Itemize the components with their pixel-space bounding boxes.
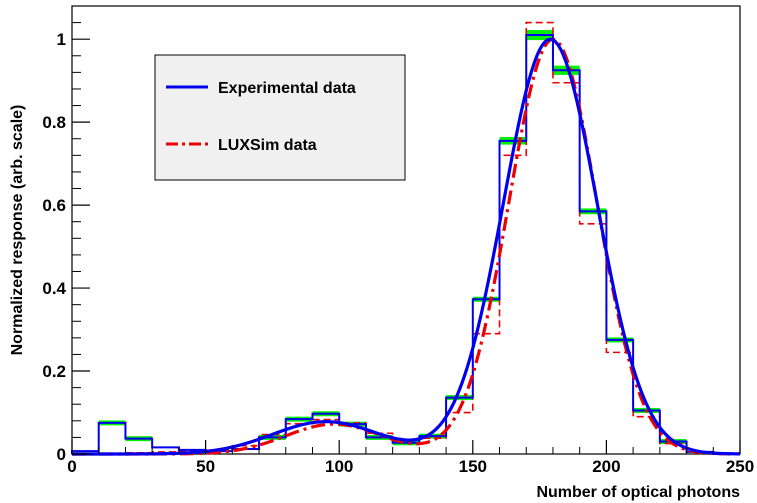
x-tick-label: 50 <box>196 457 215 476</box>
x-tick-label: 0 <box>67 457 76 476</box>
legend-label-experimental: Experimental data <box>218 80 356 97</box>
experimental-fit-curve <box>72 37 741 456</box>
x-tick-label: 250 <box>726 457 754 476</box>
y-tick-label: 0.6 <box>42 196 66 215</box>
legend: Experimental data LUXSim data <box>154 54 406 181</box>
x-tick-label: 150 <box>459 457 487 476</box>
y-tick-label: 1 <box>57 30 66 49</box>
x-tick-label: 100 <box>325 457 353 476</box>
y-tick-label: 0.2 <box>42 362 66 381</box>
legend-box <box>154 54 406 181</box>
y-axis-title: Normalized response (arb. scale) <box>9 105 26 356</box>
axis-layer: 0 50 100 150 200 250 0 0.2 0.4 0.6 0.8 1 <box>42 5 754 476</box>
x-tick-label: 200 <box>592 457 620 476</box>
fit-layer <box>72 37 741 456</box>
legend-label-luxsim: LUXSim data <box>218 137 317 154</box>
y-tick-label: 0.4 <box>42 279 66 298</box>
y-tick-label: 0 <box>57 445 66 464</box>
x-axis-title: Number of optical photons <box>536 484 740 501</box>
y-tick-label: 0.8 <box>42 113 66 132</box>
